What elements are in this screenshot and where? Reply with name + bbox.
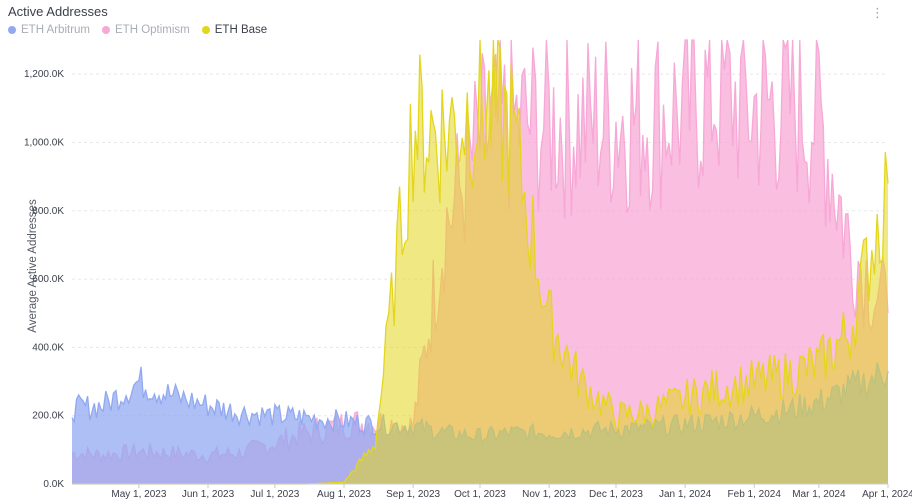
legend-label-base: ETH Base: [214, 24, 268, 36]
x-tick-label: Aug 1, 2023: [317, 489, 371, 500]
x-tick-label: Nov 1, 2023: [522, 489, 576, 500]
x-tick-label: Feb 1, 2024: [728, 489, 782, 500]
x-tick-label: Apr 1, 2024: [862, 489, 912, 500]
legend-label-arbitrum: ETH Arbitrum: [21, 24, 91, 36]
area-eth-base: [72, 40, 888, 484]
x-tick-label: Mar 1, 2024: [792, 489, 846, 500]
legend-dot-arbitrum: [8, 26, 16, 34]
legend-item-base[interactable]: ETH Base: [201, 24, 268, 36]
y-tick-label: 800.0K: [32, 206, 64, 217]
y-tick-label: 600.0K: [32, 274, 64, 285]
y-tick-label: 1,200.0K: [24, 69, 64, 80]
x-tick-label: Jul 1, 2023: [250, 489, 299, 500]
x-tick-label: Sep 1, 2023: [386, 489, 440, 500]
chart-legend: ETH Arbitrum ETH Optimism ETH Base: [8, 24, 267, 36]
x-tick-label: Oct 1, 2023: [454, 489, 506, 500]
y-tick-label: 0.0K: [43, 479, 64, 490]
y-tick-label: 400.0K: [32, 342, 64, 353]
x-tick-label: Jun 1, 2023: [182, 489, 235, 500]
x-tick-label: Jan 1, 2024: [659, 489, 712, 500]
y-tick-label: 1,000.0K: [24, 137, 64, 148]
legend-item-optimism[interactable]: ETH Optimism: [102, 24, 190, 36]
legend-dot-optimism: [102, 26, 111, 34]
legend-item-arbitrum[interactable]: ETH Arbitrum: [8, 24, 90, 36]
y-tick-label: 200.0K: [32, 411, 64, 422]
x-tick-label: May 1, 2023: [111, 489, 166, 500]
info-icon[interactable]: ⋮: [871, 5, 884, 20]
x-tick-label: Dec 1, 2023: [589, 489, 643, 500]
chart-title: Active Addresses: [8, 4, 108, 19]
legend-label-optimism: ETH Optimism: [115, 24, 190, 36]
legend-dot-base: [201, 26, 210, 34]
